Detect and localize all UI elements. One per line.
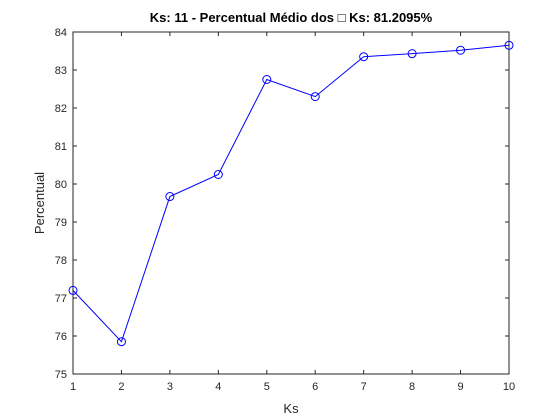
- data-point-marker: [359, 52, 369, 62]
- x-tick-label: 1: [70, 381, 76, 393]
- y-tick-label: 77: [55, 293, 67, 305]
- x-tick-label: 4: [215, 381, 221, 393]
- x-tick-label: 9: [457, 381, 463, 393]
- y-tick-label: 83: [55, 65, 67, 77]
- data-point-marker: [504, 40, 514, 50]
- y-tick-label: 76: [55, 331, 67, 343]
- y-tick-label: 81: [55, 141, 67, 153]
- data-point-marker: [407, 49, 417, 59]
- data-point-marker: [310, 92, 320, 102]
- x-tick-label: 8: [409, 381, 415, 393]
- x-tick-label: 5: [264, 381, 270, 393]
- data-series: [68, 40, 514, 347]
- data-point-marker: [116, 337, 126, 347]
- x-tick-label: 10: [503, 381, 515, 393]
- y-tick-label: 75: [55, 369, 67, 381]
- y-tick-label: 78: [55, 255, 67, 267]
- y-axis-ticks: 75 76 77 78 79 80 81 82 83 84: [55, 27, 509, 381]
- plot-area: [72, 31, 510, 375]
- series-line: [72, 44, 510, 343]
- x-axis-label: Ks: [283, 401, 299, 416]
- x-tick-label: 2: [118, 381, 124, 393]
- data-point-marker: [165, 192, 175, 202]
- y-tick-label: 82: [55, 103, 67, 115]
- x-tick-label: 3: [167, 381, 173, 393]
- y-tick-label: 79: [55, 217, 67, 229]
- x-tick-label: 7: [361, 381, 367, 393]
- data-point-marker: [262, 75, 272, 84]
- x-axis-ticks: 1 2 3 4 5 6 7 8 9 10: [70, 32, 515, 393]
- y-tick-label: 84: [55, 27, 67, 39]
- data-point-marker: [456, 45, 466, 55]
- data-point-marker: [213, 170, 223, 179]
- chart-title: Ks: 11 - Percentual Médio dos □ Ks: 81.2…: [150, 10, 433, 25]
- y-axis-label: Percentual: [32, 172, 47, 234]
- data-point-marker: [68, 285, 78, 295]
- x-tick-label: 6: [312, 381, 318, 393]
- y-tick-label: 80: [55, 179, 67, 191]
